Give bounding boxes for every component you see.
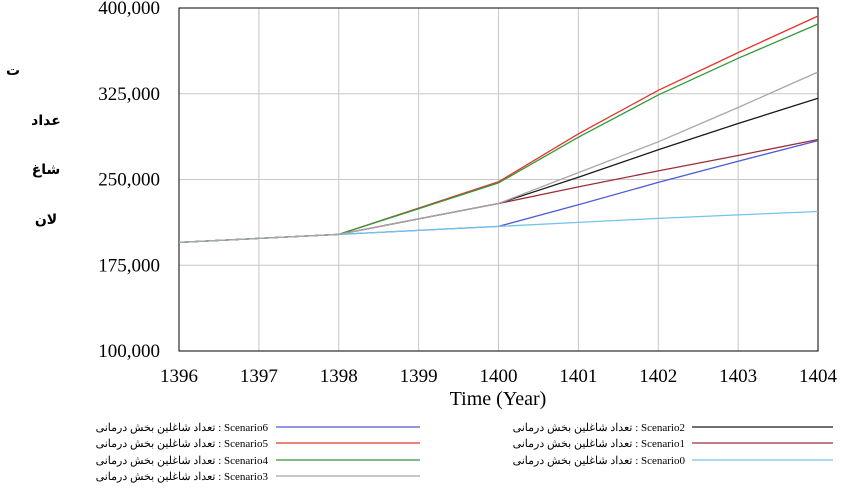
y-axis-label-line: ت (6, 63, 20, 79)
x-tick-label: 1401 (559, 366, 597, 387)
y-tick-label: 250,000 (98, 170, 160, 191)
y-axis-label-line: شاغ (32, 162, 61, 178)
legend-label: تعداد شاغلین بخش درمانی : Scenario5 (96, 438, 269, 450)
legend-label: تعداد شاغلین بخش درمانی : Scenario6 (96, 422, 269, 434)
series-lines (178, 15, 819, 244)
series-line (178, 71, 819, 244)
x-tick-label: 1403 (719, 366, 757, 387)
y-axis-label: ت عداد شاغ لان (6, 63, 61, 228)
x-axis-tick-labels: 1396 1397 1398 1399 1400 1401 1402 1403 1404 (160, 366, 838, 387)
y-axis-label-line: لان (35, 212, 57, 228)
legend-label: تعداد شاغلین بخش درمانی : Scenario1 (513, 438, 685, 450)
y-axis-tick-labels: 100,000 175,000 250,000 325,000 400,000 (98, 0, 160, 362)
y-axis-label-line: عداد (31, 113, 61, 129)
x-tick-label: 1400 (480, 366, 518, 387)
plot-frame (178, 7, 819, 352)
legend-label: تعداد شاغلین بخش درمانی : Scenario0 (513, 455, 686, 467)
x-tick-label: 1396 (160, 366, 198, 387)
y-tick-label: 175,000 (98, 255, 160, 276)
legend-label: تعداد شاغلین بخش درمانی : Scenario4 (96, 455, 269, 467)
legend-label: تعداد شاغلین بخش درمانی : Scenario2 (513, 422, 685, 434)
x-tick-label: 1397 (240, 366, 278, 387)
legend-label: تعداد شاغلین بخش درمانی : Scenario3 (96, 471, 269, 483)
x-tick-label: 1404 (799, 366, 838, 387)
x-tick-label: 1398 (320, 366, 358, 387)
x-tick-label: 1399 (400, 366, 438, 387)
y-tick-label: 400,000 (98, 0, 160, 19)
y-tick-label: 325,000 (98, 84, 160, 105)
x-axis-label: Time (Year) (450, 388, 547, 410)
legend: تعداد شاغلین بخش درمانی : Scenario6 تعداد… (96, 422, 833, 483)
x-tick-label: 1402 (639, 366, 677, 387)
y-tick-label: 100,000 (98, 341, 160, 362)
